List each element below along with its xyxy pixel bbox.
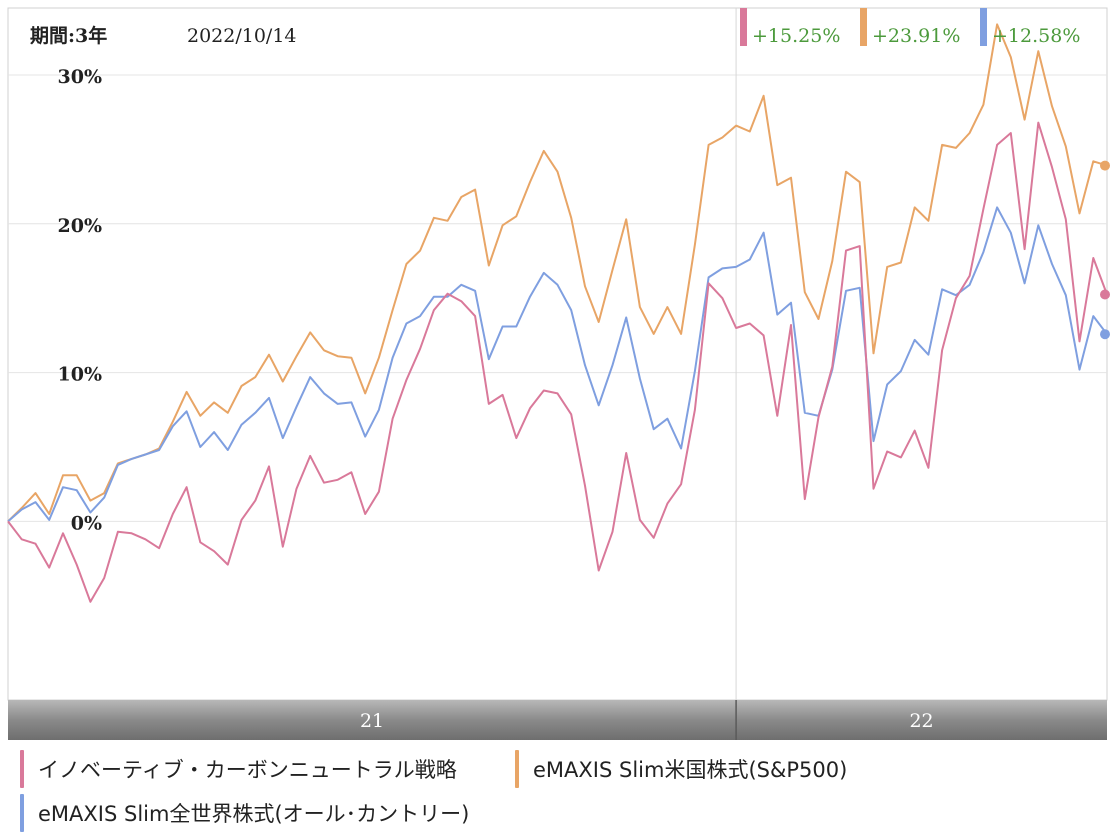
x-year-label: 21 (360, 710, 384, 732)
period-label: 期間:3年 (30, 24, 107, 47)
y-tick-label: 0% (71, 512, 102, 534)
y-axis-tick-labels: 0% 10% 20% 30% (58, 66, 103, 534)
x-year-label: 22 (909, 710, 933, 732)
legend: イノベーティブ・カーボンニュートラル戦略 eMAXIS Slim米国株式(S&P… (0, 740, 1116, 840)
legend-item-sp500: eMAXIS Slim米国株式(S&P500) (515, 750, 847, 788)
legend-swatch-orange (515, 750, 519, 788)
legend-label: イノベーティブ・カーボンニュートラル戦略 (38, 758, 457, 782)
legend-item-all-country: eMAXIS Slim全世界株式(オール･カントリー) (20, 794, 469, 832)
series-end-dot-pink (1100, 289, 1110, 300)
end-value-label: +12.58% (992, 25, 1080, 47)
series-line-orange (7, 23, 1108, 523)
end-value-swatch-blue (980, 8, 987, 46)
plot-background (7, 7, 1108, 701)
end-value-legend: +15.25% +23.91% +12.58% (740, 8, 1080, 47)
line-chart: 0% 10% 20% 30% 期間:3年 2022/10/14 +15.25% +23.… (7, 7, 1110, 740)
series-line-pink (7, 121, 1108, 603)
end-value-swatch-pink (740, 8, 747, 46)
legend-label: eMAXIS Slim全世界株式(オール･カントリー) (38, 802, 470, 826)
series-end-dots (1100, 160, 1110, 340)
x-axis-band (8, 700, 1107, 740)
y-tick-label: 20% (58, 215, 103, 237)
x-axis-year-labels: 21 22 (360, 710, 934, 732)
gridlines (8, 74, 1107, 522)
legend-swatch-pink (20, 750, 24, 788)
date-label: 2022/10/14 (187, 25, 297, 47)
end-value-label: +23.91% (872, 25, 960, 47)
series-end-dot-blue (1100, 329, 1110, 340)
legend-label: eMAXIS Slim米国株式(S&P500) (533, 758, 848, 782)
legend-swatch-blue (20, 794, 24, 832)
series-lines (7, 23, 1108, 603)
y-tick-label: 30% (58, 66, 103, 88)
y-tick-label: 10% (58, 364, 103, 386)
series-end-dot-orange (1100, 160, 1110, 171)
end-value-label: +15.25% (752, 25, 840, 47)
series-line-blue (7, 206, 1108, 523)
legend-item-carbon-neutral: イノベーティブ・カーボンニュートラル戦略 (20, 750, 457, 788)
end-value-swatch-orange (860, 8, 867, 46)
